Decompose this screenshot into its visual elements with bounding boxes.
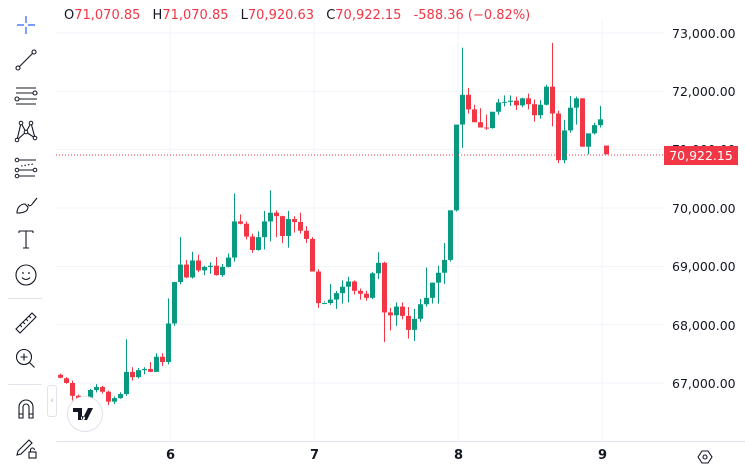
ohlc-legend: O71,070.85 H71,070.85 L70,920.63 C70,922… [64, 8, 530, 23]
price-tick: 70,000.00 [672, 201, 736, 216]
lock-drawings-tool[interactable] [8, 431, 44, 463]
price-tick: 68,000.00 [672, 318, 736, 333]
text-icon [18, 230, 34, 249]
last-price-tag: 70,922.15 [664, 146, 738, 165]
trend-line-icon [15, 49, 37, 71]
high-label: H [152, 8, 163, 23]
toolbar-separator [8, 298, 42, 299]
open-label: O [64, 8, 75, 23]
trend-line-tool[interactable] [8, 44, 44, 76]
high-value: 71,070.85 [162, 8, 229, 23]
price-tick: 67,000.00 [672, 376, 736, 391]
candlestick-chart[interactable] [56, 0, 745, 470]
chart-settings-icon[interactable] [697, 449, 713, 465]
change-value: -588.36 (−0.82%) [413, 8, 531, 23]
close-label: C [326, 8, 336, 23]
measure-tool[interactable] [8, 307, 44, 339]
smiley-icon [15, 264, 37, 286]
time-tick: 8 [454, 448, 464, 463]
brush-tool[interactable] [8, 188, 44, 220]
price-tick: 69,000.00 [672, 259, 736, 274]
fib-tool[interactable] [8, 152, 44, 184]
drawing-toolbar [0, 0, 52, 470]
price-tick: 73,000.00 [672, 26, 736, 41]
crosshair-icon [17, 16, 35, 34]
tradingview-logo-icon [73, 408, 93, 420]
low-value: 70,920.63 [247, 8, 315, 23]
horizontal-lines-icon [14, 87, 38, 105]
pencil-lock-icon [16, 439, 37, 459]
time-tick: 7 [310, 448, 320, 463]
price-tick: 72,000.00 [672, 84, 736, 99]
text-tool[interactable] [8, 223, 44, 255]
fib-retracement-icon [14, 157, 38, 179]
zoom-in-icon [15, 348, 35, 368]
horizontal-lines-tool[interactable] [8, 80, 44, 112]
magnet-icon [18, 399, 34, 419]
zoom-tool[interactable] [8, 343, 44, 375]
time-tick: 9 [598, 448, 608, 463]
emoji-tool[interactable] [8, 259, 44, 291]
brush-icon [16, 197, 38, 214]
tradingview-logo[interactable] [67, 396, 103, 432]
low-label: L [240, 8, 248, 23]
magnet-tool[interactable] [8, 393, 44, 425]
collapse-toolbar-button[interactable]: ‹ [47, 385, 57, 417]
pattern-tool[interactable] [8, 115, 44, 147]
crosshair-tool[interactable] [8, 9, 44, 41]
close-value: 70,922.15 [335, 8, 402, 23]
chevron-left-icon: ‹ [50, 396, 54, 406]
ruler-icon [15, 312, 37, 334]
toolbar-separator [8, 384, 42, 385]
time-tick: 6 [166, 448, 176, 463]
open-value: 71,070.85 [74, 8, 141, 23]
xabcd-pattern-icon [14, 120, 38, 143]
